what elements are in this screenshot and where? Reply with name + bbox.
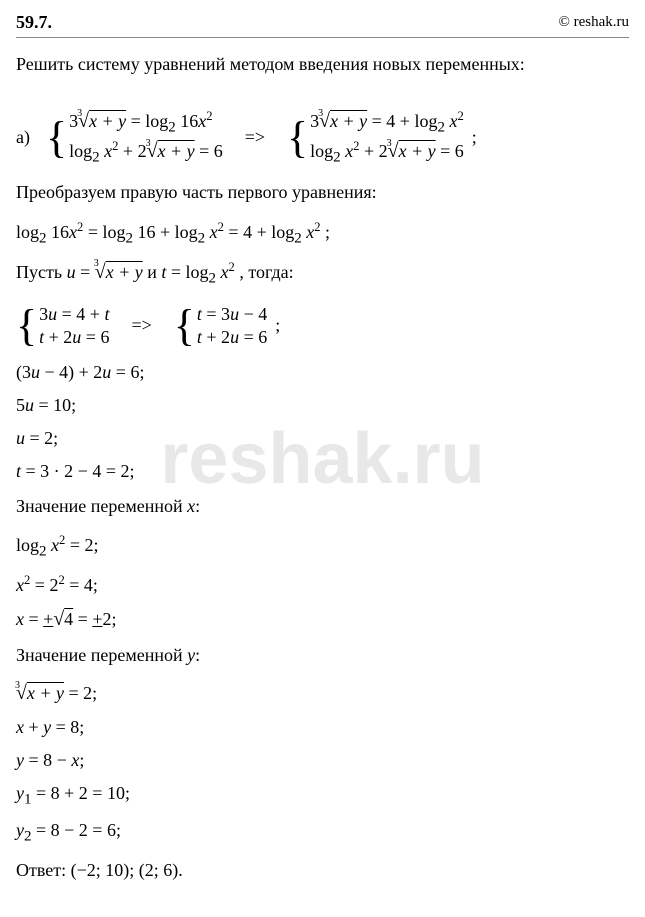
y-step-2: x + y = 8; — [16, 717, 629, 738]
transform-eq: log2 16x2 = log2 16 + log2 x2 = 4 + log2… — [16, 220, 629, 248]
brace-icon: { — [287, 120, 308, 155]
step-3: u = 2; — [16, 428, 629, 449]
substitution-label: Пусть u = 3√x + y и t = log2 x2 , тогда: — [16, 259, 629, 290]
subst-suffix: , тогда: — [235, 262, 294, 282]
y-step-5: y2 = 8 − 2 = 6; — [16, 820, 629, 846]
system-row-uv: { 3u = 4 + t t + 2u = 6 => { t = 3u − 4 … — [16, 304, 629, 348]
y-step-1: 3√x + y = 2; — [16, 682, 629, 705]
copyright: © reshak.ru — [558, 14, 629, 31]
sys3-eq2: t + 2u = 6 — [39, 327, 109, 348]
x-step-1: log2 x2 = 2; — [16, 533, 629, 561]
problem-number: 59.7. — [16, 12, 52, 33]
answer-line: Ответ: (−2; 10); (2; 6). — [16, 858, 629, 883]
intro-text: Решить систему уравнений методом введени… — [16, 52, 629, 77]
brace-icon: { — [16, 308, 37, 343]
answer-value: (−2; 10); (2; 6). — [66, 860, 183, 880]
header: 59.7. © reshak.ru — [16, 12, 629, 38]
sys1-eq1: 33√x + y = log2 16x2 — [69, 109, 223, 137]
system-1: { 33√x + y = log2 16x2 log2 x2 + 23√x + … — [46, 109, 223, 166]
x-label: Значение переменной x: — [16, 494, 629, 519]
sys2-eq2: log2 x2 + 23√x + y = 6 — [310, 139, 464, 167]
sys2-eq1: 33√x + y = 4 + log2 x2 — [310, 109, 464, 137]
brace-icon: { — [174, 308, 195, 343]
subst-prefix: Пусть — [16, 262, 67, 282]
arrow-icon: => — [131, 315, 151, 336]
system-4: { t = 3u − 4 t + 2u = 6 — [174, 304, 267, 348]
arrow-icon: => — [245, 127, 265, 148]
step-1: (3u − 4) + 2u = 6; — [16, 362, 629, 383]
system-row-a: а) { 33√x + y = log2 16x2 log2 x2 + 23√x… — [16, 109, 629, 166]
y-step-3: y = 8 − x; — [16, 750, 629, 771]
semicolon: ; — [275, 315, 280, 336]
subst-and: и — [143, 262, 162, 282]
step-2: 5u = 10; — [16, 395, 629, 416]
part-a-label: а) — [16, 127, 30, 148]
x-step-2: x2 = 22 = 4; — [16, 573, 629, 596]
step-4: t = 3 · 2 − 4 = 2; — [16, 461, 629, 482]
system-3: { 3u = 4 + t t + 2u = 6 — [16, 304, 109, 348]
page-content: 59.7. © reshak.ru Решить систему уравнен… — [16, 12, 629, 883]
y-step-4: y1 = 8 + 2 = 10; — [16, 783, 629, 809]
answer-label: Ответ: — [16, 860, 66, 880]
sys4-eq2: t + 2u = 6 — [197, 327, 267, 348]
sys1-eq2: log2 x2 + 23√x + y = 6 — [69, 139, 223, 167]
x-step-3: x = +√4 = +2; — [16, 608, 629, 631]
system-2: { 33√x + y = 4 + log2 x2 log2 x2 + 23√x … — [287, 109, 464, 166]
sys3-eq1: 3u = 4 + t — [39, 304, 109, 325]
sys4-eq1: t = 3u − 4 — [197, 304, 267, 325]
brace-icon: { — [46, 120, 67, 155]
transform-label: Преобразуем правую часть первого уравнен… — [16, 180, 629, 205]
semicolon: ; — [472, 127, 477, 148]
y-label: Значение переменной y: — [16, 643, 629, 668]
